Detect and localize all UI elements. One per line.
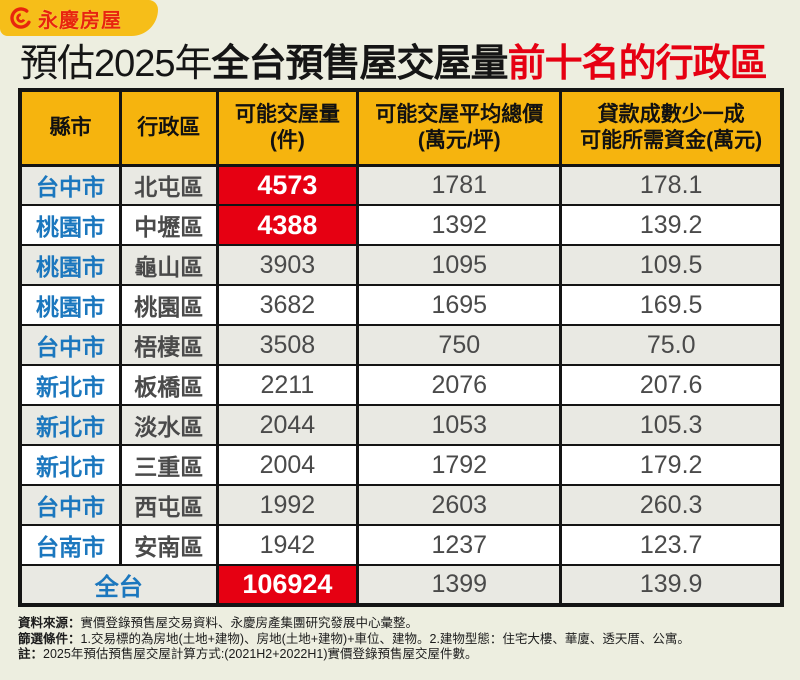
- cell-volume: 2044: [215, 404, 360, 446]
- brand-badge: 永慶房屋: [0, 0, 158, 36]
- table-row: 台中市 梧棲區 3508 750 75.0: [18, 324, 784, 366]
- cell-volume: 2211: [215, 364, 360, 406]
- title-prefix: 預估2025年: [20, 43, 213, 85]
- cell-district: 中壢區: [119, 204, 219, 246]
- title-highlight: 前十名的行政區: [507, 43, 768, 85]
- cell-fund: 260.3: [559, 484, 784, 526]
- cell-price: 1053: [356, 404, 563, 446]
- cell-fund: 75.0: [559, 324, 784, 366]
- cell-city: 台南市: [18, 524, 123, 566]
- brand-name: 永慶房屋: [38, 9, 122, 32]
- table-row: 台中市 北屯區 4573 1781 178.1: [18, 164, 784, 206]
- cell-city: 台中市: [18, 164, 123, 206]
- cell-volume: 1992: [215, 484, 360, 526]
- table-row: 桃園市 龜山區 3903 1095 109.5: [18, 244, 784, 286]
- cell-volume: 3508: [215, 324, 360, 366]
- footnote-criteria: 篩選條件：1.交易標的為房地(土地+建物)、房地(土地+建物)+車位、建物。2.…: [18, 631, 690, 646]
- cell-city: 新北市: [18, 364, 123, 406]
- cell-volume: 1942: [215, 524, 360, 566]
- total-label: 全台: [18, 564, 219, 606]
- cell-fund: 178.1: [559, 164, 784, 206]
- total-volume: 106924: [215, 564, 360, 606]
- page-title: 預估2025年全台預售屋交屋量前十名的行政區: [20, 32, 768, 87]
- table-row: 新北市 淡水區 2044 1053 105.3: [18, 404, 784, 446]
- cell-district: 梧棲區: [119, 324, 219, 366]
- header-city: 縣市: [18, 88, 123, 167]
- cell-district: 三重區: [119, 444, 219, 486]
- cell-district: 北屯區: [119, 164, 219, 206]
- cell-price: 2603: [356, 484, 563, 526]
- cell-city: 新北市: [18, 404, 123, 446]
- cell-district: 西屯區: [119, 484, 219, 526]
- cell-price: 1095: [356, 244, 563, 286]
- cell-price: 1792: [356, 444, 563, 486]
- cell-fund: 109.5: [559, 244, 784, 286]
- cell-city: 桃園市: [18, 284, 123, 326]
- title-main: 全台預售屋交屋量: [211, 43, 509, 85]
- cell-district: 淡水區: [119, 404, 219, 446]
- footnote-source: 資料來源：實價登錄預售屋交易資料、永慶房產集團研究發展中心彙整。: [18, 616, 419, 630]
- cell-city: 桃園市: [18, 204, 123, 246]
- table-row: 台中市 西屯區 1992 2603 260.3: [18, 484, 784, 526]
- cell-fund: 139.2: [559, 204, 784, 246]
- cell-district: 安南區: [119, 524, 219, 566]
- table-row: 桃園市 中壢區 4388 1392 139.2: [18, 204, 784, 246]
- cell-city: 台中市: [18, 324, 123, 366]
- table-body: 台中市 北屯區 4573 1781 178.1 桃園市 中壢區 4388 139…: [18, 164, 784, 566]
- cell-district: 板橋區: [119, 364, 219, 406]
- cell-fund: 207.6: [559, 364, 784, 406]
- cell-fund: 169.5: [559, 284, 784, 326]
- table-row: 新北市 三重區 2004 1792 179.2: [18, 444, 784, 486]
- cell-city: 新北市: [18, 444, 123, 486]
- table-row: 新北市 板橋區 2211 2076 207.6: [18, 364, 784, 406]
- header-district: 行政區: [119, 88, 219, 167]
- table-header: 縣市 行政區 可能交屋量 (件) 可能交屋平均總價 (萬元/坪) 貸款成數少一成…: [18, 88, 784, 167]
- ranking-table: 縣市 行政區 可能交屋量 (件) 可能交屋平均總價 (萬元/坪) 貸款成數少一成…: [18, 88, 784, 607]
- cell-district: 桃園區: [119, 284, 219, 326]
- header-volume: 可能交屋量 (件): [215, 88, 360, 167]
- cell-price: 1781: [356, 164, 563, 206]
- cell-volume: 2004: [215, 444, 360, 486]
- header-fund: 貸款成數少一成 可能所需資金(萬元): [559, 88, 784, 167]
- cell-city: 桃園市: [18, 244, 123, 286]
- cell-price: 1392: [356, 204, 563, 246]
- cell-district: 龜山區: [119, 244, 219, 286]
- cell-fund: 105.3: [559, 404, 784, 446]
- cell-fund: 123.7: [559, 524, 784, 566]
- header-price: 可能交屋平均總價 (萬元/坪): [356, 88, 563, 167]
- cell-fund: 179.2: [559, 444, 784, 486]
- cell-volume: 4388: [215, 204, 360, 246]
- cell-volume: 4573: [215, 164, 360, 206]
- cell-price: 2076: [356, 364, 563, 406]
- cell-price: 1695: [356, 284, 563, 326]
- cell-volume: 3903: [215, 244, 360, 286]
- table-row: 桃園市 桃園區 3682 1695 169.5: [18, 284, 784, 326]
- footnote-note: 註：2025年預估預售屋交屋計算方式:(2021H2+2022H1)實價登錄預售…: [18, 647, 478, 661]
- table-row: 台南市 安南區 1942 1237 123.7: [18, 524, 784, 566]
- yungching-logo-icon: [9, 6, 33, 30]
- footnotes: 資料來源：實價登錄預售屋交易資料、永慶房產集團研究發展中心彙整。 篩選條件：1.…: [18, 616, 690, 663]
- table-total-row: 全台 106924 1399 139.9: [18, 564, 784, 606]
- cell-price: 1237: [356, 524, 563, 566]
- cell-volume: 3682: [215, 284, 360, 326]
- cell-city: 台中市: [18, 484, 123, 526]
- cell-price: 750: [356, 324, 563, 366]
- total-price: 1399: [356, 564, 563, 606]
- total-fund: 139.9: [559, 564, 784, 606]
